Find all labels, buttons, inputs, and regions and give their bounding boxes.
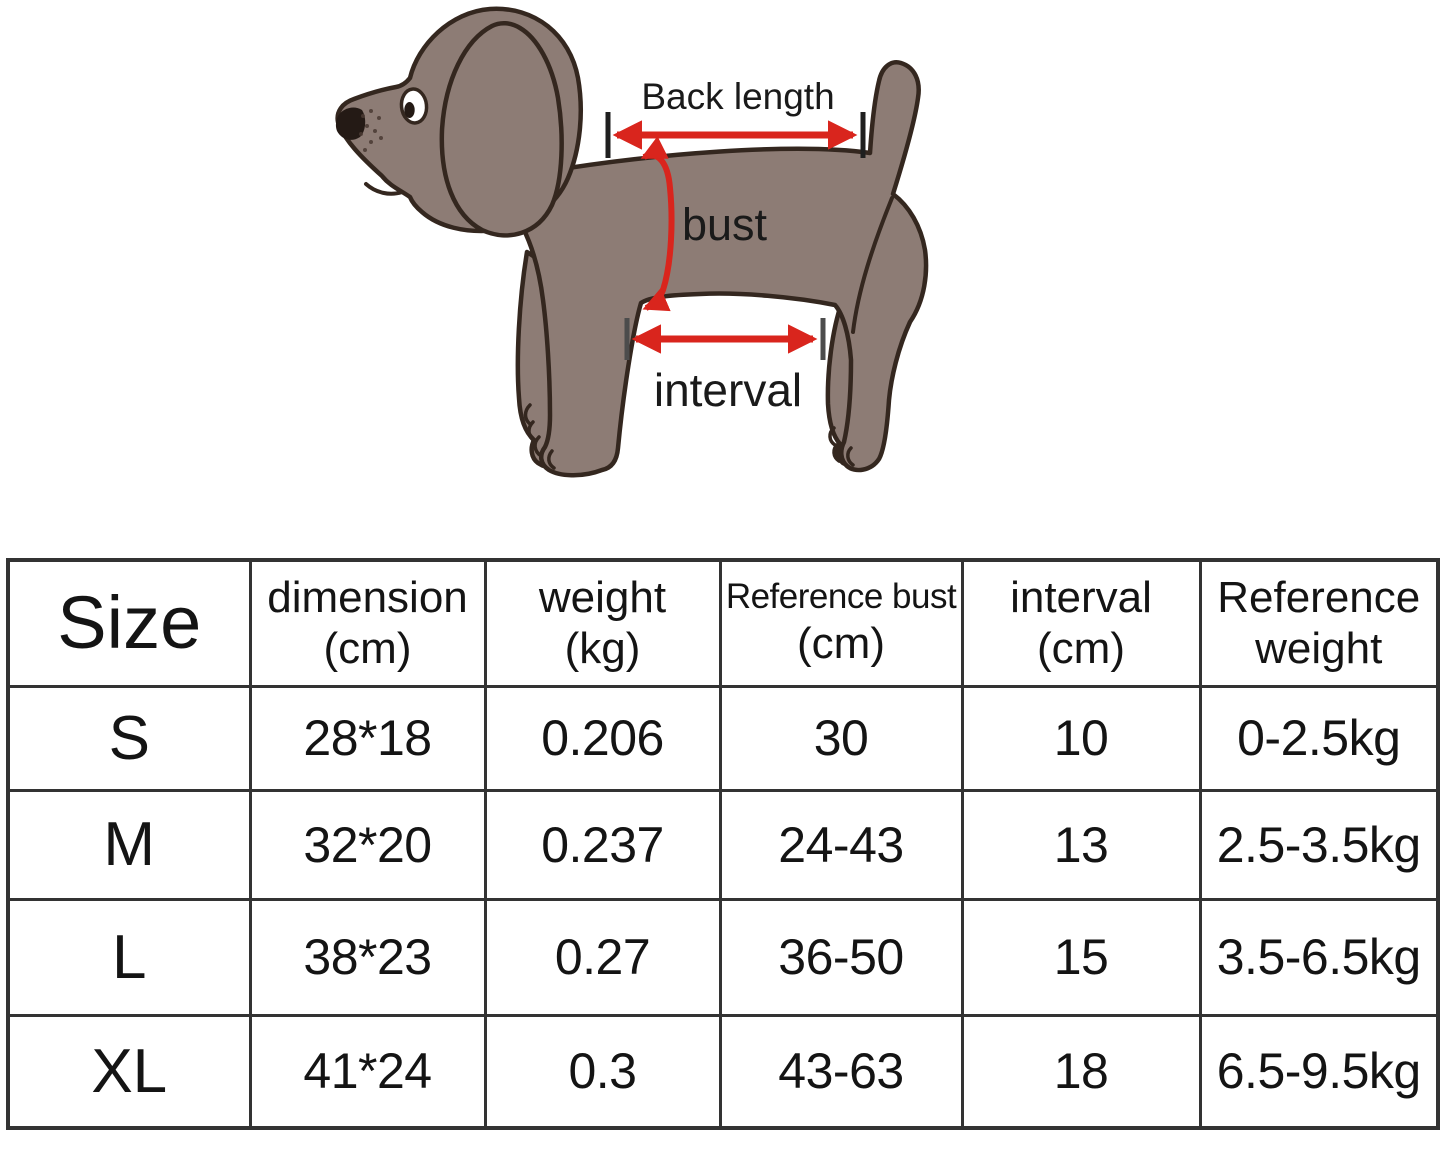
cell-size: L [6,897,252,1017]
dog-nose [335,107,366,140]
col-header-reference-bust: Reference bust (cm) [718,558,964,688]
dog-freckles [359,109,383,152]
interval-label: interval [653,364,803,416]
size-row-xl: XL 41*24 0.3 43-63 18 6.5-9.5kg [6,1013,1440,1130]
cell-interval: 10 [960,684,1202,792]
size-table: Size dimension (cm) weight (kg) Referenc… [6,558,1440,1130]
col-header-size-label: Size [57,581,202,665]
bust-label: bust [682,199,768,250]
cell-dimension: 41*24 [248,1013,487,1130]
cell-dimension: 32*20 [248,788,487,901]
cell-reference-weight: 3.5-6.5kg [1198,897,1440,1017]
cell-reference-bust: 43-63 [718,1013,964,1130]
back-length-label: Back length [641,76,835,117]
cell-weight: 0.3 [483,1013,722,1130]
cell-reference-bust: 36-50 [718,897,964,1017]
cell-reference-bust: 24-43 [718,788,964,901]
col-header-dimension: dimension (cm) [248,558,487,688]
dog-toe-lines [523,403,855,470]
dog-body [517,60,929,478]
bust-arc-arrow [640,136,675,312]
dog-thigh-line [851,196,894,334]
col-header-size: Size [6,558,252,688]
cell-reference-weight: 0-2.5kg [1198,684,1440,792]
cell-interval: 15 [960,897,1202,1017]
col-header-interval: interval (cm) [960,558,1202,688]
cell-size: S [6,684,252,792]
cell-interval: 13 [960,788,1202,901]
cell-reference-bust: 30 [718,684,964,792]
dog-measurement-diagram [335,6,929,478]
cell-weight: 0.237 [483,788,722,901]
cell-dimension: 28*18 [248,684,487,792]
dog-mouth [364,182,404,196]
cell-size: M [6,788,252,901]
dog-eye-pupil [404,102,415,118]
col-header-reference-weight: Reference weight [1198,558,1440,688]
header-row: Size dimension (cm) weight (kg) Referenc… [6,558,1440,688]
dog-ear [439,21,564,238]
cell-reference-weight: 6.5-9.5kg [1198,1013,1440,1130]
cell-size: XL [6,1013,252,1130]
size-row-m: M 32*20 0.237 24-43 13 2.5-3.5kg [6,788,1440,901]
cell-weight: 0.27 [483,897,722,1017]
size-row-s: S 28*18 0.206 30 10 0-2.5kg [6,684,1440,792]
cell-dimension: 38*23 [248,897,487,1017]
size-row-l: L 38*23 0.27 36-50 15 3.5-6.5kg [6,897,1440,1017]
cell-interval: 18 [960,1013,1202,1130]
cell-reference-weight: 2.5-3.5kg [1198,788,1440,901]
col-header-weight: weight (kg) [483,558,722,688]
cell-weight: 0.206 [483,684,722,792]
